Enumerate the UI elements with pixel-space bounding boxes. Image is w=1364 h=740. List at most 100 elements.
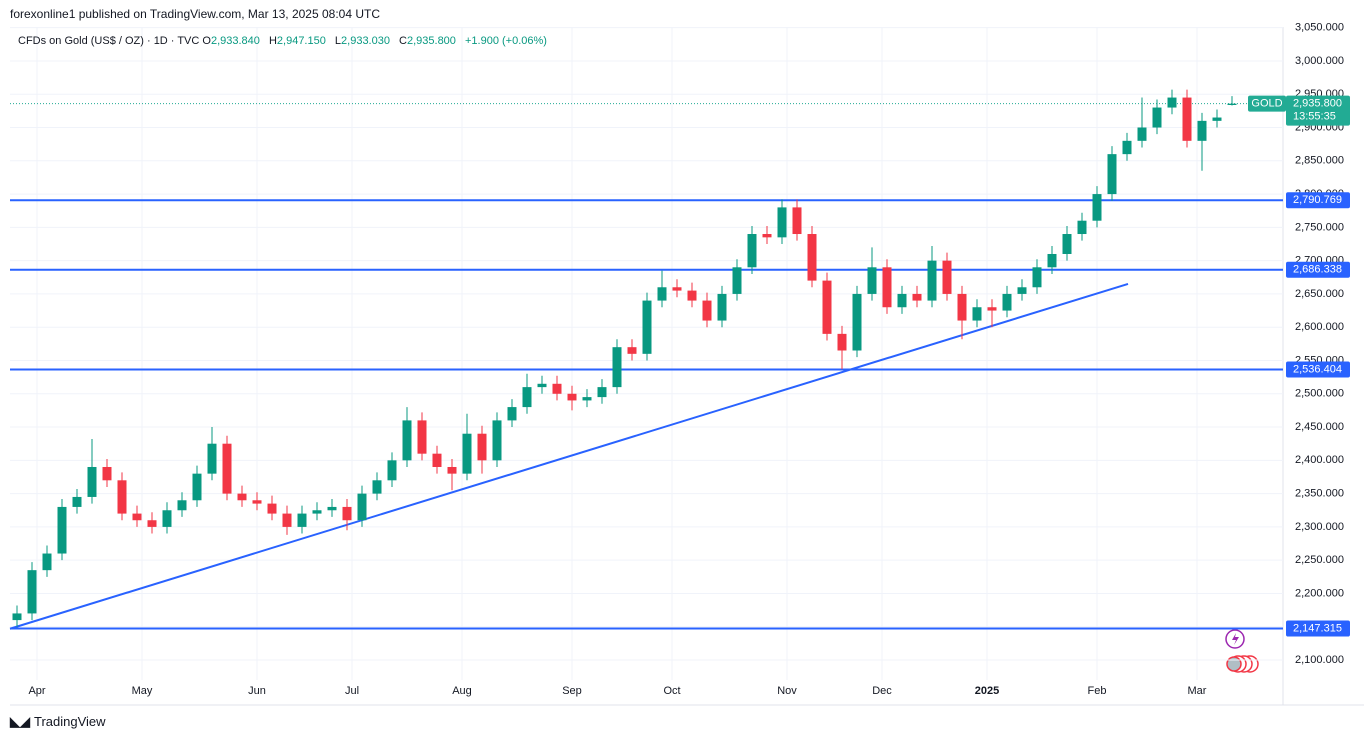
symbol-label-box [1248,95,1286,112]
candle-body [12,613,22,621]
candle-body [312,510,322,514]
candle-body [837,333,847,351]
x-tick-label: Sep [562,685,582,697]
candle-body [927,260,937,301]
symbol-legend: CFDs on Gold (US$ / OZ) · 1D · TVC O2,93… [18,35,553,47]
candle-body [282,513,292,527]
last-price-box [1286,95,1350,126]
candle-body [1212,117,1222,121]
candle-body [732,267,742,294]
candle-body [912,293,922,301]
candle-body [582,397,592,401]
y-tick-label: 2,500.000 [1295,388,1344,400]
candle-body [372,480,382,494]
level-label-box [1286,192,1350,209]
brand-text: TradingView [34,714,106,729]
brand[interactable]: ◣◢ TradingView [10,714,106,729]
x-tick-label: Jun [248,685,266,697]
candle-body [597,387,607,398]
x-tick-label: 2025 [975,685,999,697]
candle-body [222,443,232,494]
candle-body [1197,120,1207,141]
level-label: 2,536.404 [1293,363,1342,375]
candle-body [717,293,727,321]
legend-key: L [334,35,342,47]
candle-body [882,267,892,308]
symbol-label: GOLD [1251,98,1282,110]
x-tick-label: Feb [1088,685,1107,697]
candle-body [942,260,952,294]
candle-body [357,493,367,521]
level-label-box [1286,620,1350,637]
y-tick-label: 2,100.000 [1295,654,1344,666]
candle-body [1092,194,1102,221]
candle-body [72,496,82,507]
publisher-line: forexonline1 published on TradingView.co… [10,7,381,21]
candle-body [522,387,532,408]
candle-body [1002,293,1012,311]
legend-value: 2,933.030 [341,35,390,47]
candle-body [327,506,337,511]
y-tick-label: 2,300.000 [1295,521,1344,533]
x-tick-label: Aug [452,685,472,697]
candle-body [132,513,142,521]
candle-body [762,234,772,238]
legend-key: O [202,35,211,47]
candle-body [192,473,202,501]
y-tick-label: 3,050.000 [1295,22,1344,34]
candle-body [87,466,97,497]
x-tick-label: Oct [663,685,680,697]
level-label: 2,147.315 [1293,622,1342,634]
candle-body [642,300,652,354]
candle-body [402,420,412,461]
candle-body [117,480,127,514]
candle-body [387,460,397,481]
level-label: 2,686.338 [1293,264,1342,276]
candle-body [177,500,187,511]
candle-body [672,287,682,291]
legend-value: 2,935.800 [406,35,456,47]
trendline [9,282,1129,630]
candle-body [342,506,352,521]
y-tick-label: 2,600.000 [1295,321,1344,333]
flag-icon[interactable] [1226,656,1242,672]
x-tick-label: Jul [345,685,359,697]
y-tick-label: 2,650.000 [1295,288,1344,300]
legend-value: 2,933.840 [210,35,260,47]
candle-body [1107,154,1117,195]
legend-value: 2,947.150 [276,35,326,47]
level-label-box [1286,261,1350,278]
y-tick-label: 2,850.000 [1295,155,1344,167]
candle-body [1167,97,1177,108]
candle-body [477,433,487,461]
countdown-label: 13:55:35 [1293,111,1336,123]
candle-body [567,393,577,401]
level-label: 2,790.769 [1293,194,1342,206]
candle-body [147,520,157,527]
candle-body [267,503,277,514]
candle-body [1032,267,1042,288]
last-price-label: 2,935.800 [1293,98,1342,110]
candle-body [552,383,562,394]
candle-body [702,300,712,321]
candle-body [627,347,637,354]
candle-body [657,287,667,301]
candle-body [252,500,262,504]
x-tick-label: Nov [777,685,797,697]
x-tick-label: Apr [28,685,45,697]
candle-body [897,293,907,308]
candle-body [207,443,217,474]
candle-body [1182,97,1192,141]
candle-body [507,407,517,421]
candle-body [417,420,427,454]
x-tick-label: May [132,685,153,697]
candle-body [1047,253,1057,268]
candle-body [1152,107,1162,128]
x-tick-label: Mar [1188,685,1207,697]
candle-body [807,234,817,281]
candle-body [987,307,997,311]
candle-body [957,293,967,321]
candle-body [1137,127,1147,141]
y-tick-label: 2,750.000 [1295,221,1344,233]
y-tick-label: 2,350.000 [1295,488,1344,500]
